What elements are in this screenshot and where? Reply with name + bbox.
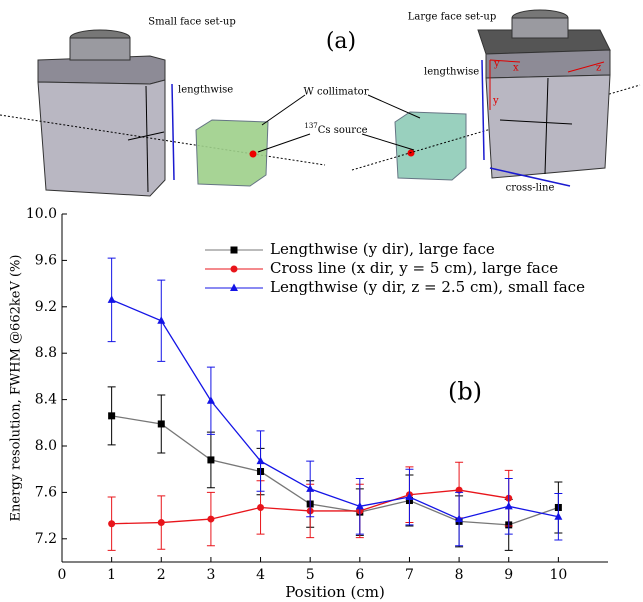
axis-letter: y [493,59,500,70]
y-tick-label: 9.2 [35,299,57,315]
x-tick-label: 9 [504,567,513,583]
arrow [171,83,175,181]
data-point [355,501,364,510]
x-tick-label: 4 [256,567,265,583]
data-point [405,492,414,501]
x-tick-label: 1 [107,567,116,583]
data-point [455,486,463,494]
y-tick-label: 8.4 [35,392,57,408]
x-tick-label: 7 [405,567,414,583]
pointer [261,94,306,126]
data-point [157,420,165,428]
label: W collimator [304,87,369,98]
arrow [489,167,571,187]
data-point [207,456,215,464]
chart: Position (cm) Energy resolution, FWHM @6… [9,206,608,601]
legend-label: Lengthwise (y dir, z = 2.5 cm), small fa… [270,278,585,296]
detector-body [37,79,166,197]
axis-letter: x [513,63,519,74]
y-tick-label: 7.2 [35,531,57,547]
panel-label: (a) [326,29,356,54]
detector-cap [485,49,611,79]
x-tick-label: 0 [58,567,67,583]
detector-body [485,74,611,179]
cylinder [511,17,569,39]
x-tick-label: 8 [455,567,464,583]
diagram: (a) Small face set-up Large face set-up … [0,9,641,197]
axis-arrow [489,59,521,63]
data-point [554,512,563,520]
label: Cs source [318,125,368,136]
data-point [206,396,215,404]
y-tick-label: 8.8 [35,345,57,361]
y-axis-label: Energy resolution, FWHM @662keV (%) [9,255,24,522]
data-point [256,456,265,465]
y-tick-label: 10.0 [26,206,57,222]
axis-arrow [567,61,605,73]
legend-label: Lengthwise (y dir), large face [270,240,495,258]
data-point [207,515,215,523]
pointer [257,133,311,153]
cross-mark [127,131,165,141]
data-point [157,316,166,324]
y-tick-label: 7.6 [35,484,57,500]
cross-mark [544,77,549,175]
data-point [157,519,165,527]
small-face-title: Small face set-up [148,17,236,28]
superscript: 137 [304,122,317,130]
x-tick-label: 5 [306,567,315,583]
data-point [107,295,116,303]
legend-marker [230,246,238,254]
label: lengthwise [424,67,479,78]
cross-mark [145,85,149,193]
arrow [481,59,485,161]
data-point [257,503,265,511]
legend-marker [230,265,238,273]
legend-marker [230,283,238,291]
data-point [306,484,315,492]
pointer [367,94,421,119]
x-tick-label: 10 [549,567,567,583]
pointer [361,133,415,151]
data-point [504,501,513,510]
collimator [394,111,467,181]
cylinder [69,37,131,61]
data-point [455,514,464,523]
label: lengthwise [178,85,233,96]
x-tick-label: 2 [157,567,166,583]
x-tick-label: 6 [355,567,364,583]
source [249,150,257,158]
y-tick-label: 9.6 [35,252,57,268]
annotation: (b) [448,378,482,406]
label: 137Cs source [304,122,367,136]
collimator [195,119,269,187]
cross-mark [499,119,573,125]
label: cross-line [506,183,555,194]
series-line [111,299,559,520]
x-axis-label: Position (cm) [285,583,385,601]
axis-letter: y [492,96,499,107]
beam-line [0,114,326,166]
x-tick-label: 3 [206,567,215,583]
large-face-title: Large face set-up [408,12,497,23]
axis-letter: z [596,63,601,74]
legend-label: Cross line (x dir, y = 5 cm), large face [270,259,558,277]
y-tick-label: 8.0 [35,438,57,454]
data-point [108,412,116,420]
series-line [111,415,559,526]
data-point [108,520,116,528]
